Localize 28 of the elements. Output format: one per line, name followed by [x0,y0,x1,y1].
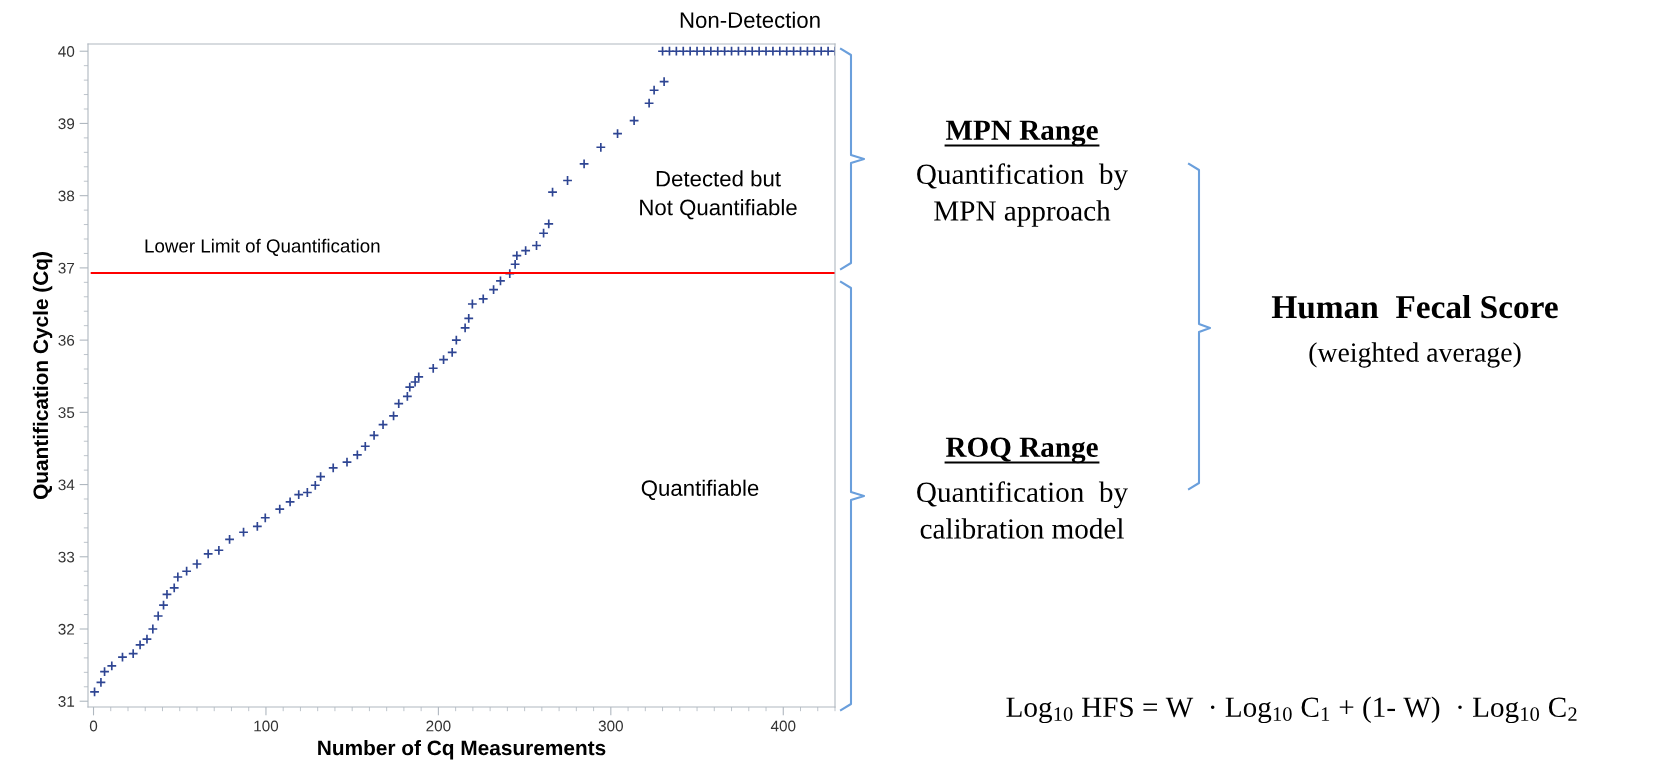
y-tick-label: 40 [58,46,75,57]
x-tick-label: 200 [426,720,451,732]
ref-line-label: Lower Limit of Quantification [145,238,380,256]
x-tick-label: 300 [598,720,623,732]
x-axis-title: Number of Cq Measurements [318,739,606,760]
y-tick-label: 36 [58,334,75,346]
text: ROQ Range [945,437,1098,464]
y-tick-label: 37 [58,262,75,274]
text: (weighted average) [1309,342,1521,368]
x-tick-label: 0 [89,720,98,732]
text: Quantification by calibration model [917,481,1128,539]
y-tick-label: 34 [58,479,75,491]
y-tick-label: 33 [58,551,75,563]
y-tick-label: 31 [58,696,75,707]
text: Non-Detection [680,11,820,28]
text: Human Fecal Score [1271,294,1558,319]
y-tick-label: 39 [58,118,75,130]
annotation: Detected but Not Quantifiable [640,170,797,220]
text: Quantification by MPN approach [917,163,1128,227]
text: MPN Range [945,120,1098,147]
y-axis-title: Quantification Cycle (Cq) [32,252,53,500]
text: Log$_{10}$ HFS = W · Log$_{10}$ C$_{1}$ + (1- W) · Log$_{10}$ C$_{2}$ [1006,696,1577,724]
y-tick-label: 35 [58,407,75,419]
y-tick-label: 32 [58,623,75,635]
x-tick-label: 400 [770,720,796,732]
annotation: Quantifiable [641,479,759,500]
y-tick-label: 38 [58,190,75,202]
x-tick-label: 100 [254,720,279,732]
